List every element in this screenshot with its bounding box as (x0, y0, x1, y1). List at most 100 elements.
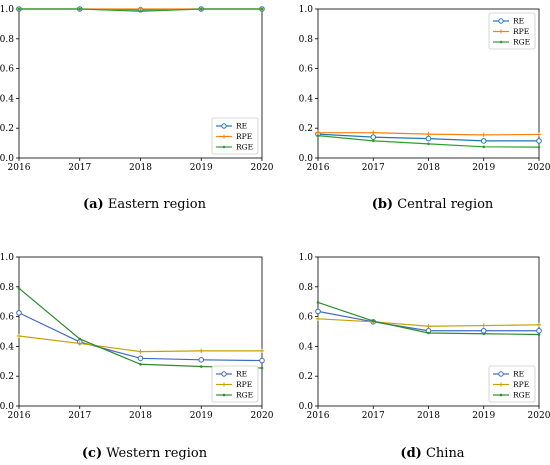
y-tick-label: 0.8 (0, 35, 14, 45)
data-point-rge (78, 7, 82, 11)
data-point-re (370, 134, 377, 140)
data-point-re (480, 138, 487, 144)
legend-label: RE (236, 370, 247, 379)
data-point-rge (537, 145, 541, 149)
data-point-re (425, 135, 432, 142)
chart-panel-1: 2016 2017 2018 2019 2020 0.0 0.2 0.4 0.6 0.8 1.0 RE… (0, 5, 274, 212)
legend-label: RPE (236, 132, 252, 141)
legend-label: RE (236, 122, 247, 131)
x-tick-label: 2018 (129, 411, 152, 421)
x-tick-label: 2020 (251, 163, 274, 173)
y-tick-label: 0.8 (0, 283, 14, 293)
legend-marker-rge (499, 393, 503, 397)
y-tick-label: 0.4 (0, 342, 14, 352)
x-tick-label: 2019 (190, 411, 213, 421)
legend-label: RPE (513, 27, 529, 36)
data-point-re (536, 138, 542, 144)
data-point-rge (17, 286, 21, 290)
y-tick-label: 0.4 (299, 94, 314, 104)
data-point-rge (371, 139, 375, 143)
y-tick-label: 0.2 (0, 124, 14, 134)
y-tick-label: 0.6 (0, 313, 14, 323)
y-tick-label: 1.0 (299, 5, 314, 15)
x-tick-label: 2017 (362, 411, 385, 421)
legend-marker-rge (499, 40, 503, 44)
data-point-re (16, 310, 22, 316)
y-tick-label: 0.6 (299, 65, 314, 75)
panel-caption: (a) Eastern region (83, 197, 207, 212)
data-point-re (315, 308, 321, 315)
data-point-rge (199, 365, 203, 368)
panel-caption: (c) Western region (82, 446, 208, 461)
x-tick-label: 2020 (251, 411, 274, 421)
legend-marker-re (498, 18, 504, 24)
y-tick-label: 0.0 (299, 154, 314, 164)
data-point-rge (427, 142, 430, 146)
x-tick-label: 2018 (417, 411, 440, 421)
x-tick-label: 2017 (362, 163, 385, 173)
legend-marker-rge (222, 145, 226, 149)
chart-panel-2: 2016 2017 2018 2019 2020 0.0 0.2 0.4 0.6 0.8 1.0 RE… (299, 5, 550, 212)
chart-panel-3: 2016 2017 2018 2019 2020 0.0 0.2 0.4 0.6 0.8 1.0 RE… (0, 253, 274, 461)
y-tick-label: 0.2 (299, 124, 313, 134)
data-point-rge (482, 145, 486, 149)
y-tick-label: 1.0 (299, 253, 314, 263)
data-point-re (259, 357, 265, 364)
data-point-rge (260, 7, 264, 11)
y-tick-label: 1.0 (0, 5, 14, 15)
y-tick-label: 0.4 (0, 94, 14, 104)
y-tick-label: 1.0 (0, 253, 14, 263)
data-point-rge (371, 319, 375, 323)
x-tick-label: 2016 (8, 163, 31, 173)
x-tick-label: 2017 (68, 411, 91, 421)
y-tick-label: 0.8 (299, 283, 314, 293)
x-tick-label: 2020 (528, 411, 550, 421)
data-point-rge (316, 134, 320, 137)
series-line-rpe (18, 335, 262, 353)
x-tick-label: 2016 (307, 163, 330, 173)
x-tick-label: 2019 (472, 411, 495, 421)
legend-label: RGE (513, 391, 530, 400)
legend-label: RPE (513, 380, 529, 389)
legend-marker-rge (222, 393, 226, 397)
chart-panel-4: 2016 2017 2018 2019 2020 0.0 0.2 0.4 0.6 0.8 1.0 RE… (299, 253, 550, 461)
x-tick-label: 2018 (417, 163, 440, 173)
data-point-rge (139, 9, 142, 13)
legend-label: RPE (236, 380, 252, 389)
legend-marker-re (221, 371, 227, 377)
x-tick-label: 2020 (528, 163, 550, 173)
y-tick-label: 0.2 (0, 372, 14, 382)
data-point-rge (17, 7, 21, 11)
x-tick-label: 2018 (129, 163, 152, 173)
y-tick-label: 0.6 (0, 65, 14, 75)
data-point-re (480, 327, 487, 334)
y-tick-label: 0.4 (299, 342, 314, 352)
legend-label: RGE (513, 38, 530, 47)
y-tick-label: 0.6 (299, 313, 314, 323)
y-tick-label: 0.0 (0, 154, 14, 164)
data-point-rge (260, 366, 264, 370)
x-tick-label: 2019 (190, 163, 213, 173)
panel-caption: (d) China (400, 446, 464, 461)
x-tick-label: 2016 (8, 411, 31, 421)
x-tick-label: 2016 (307, 411, 330, 421)
y-tick-label: 0.8 (299, 35, 314, 45)
data-point-rge (482, 332, 486, 336)
legend-label: RE (513, 17, 524, 26)
data-point-re (536, 327, 542, 334)
legend-label: RGE (236, 391, 253, 400)
data-point-rge (78, 337, 82, 341)
panel-caption: (b) Central region (372, 197, 494, 212)
x-tick-label: 2017 (68, 163, 91, 173)
data-point-rge (199, 7, 203, 11)
data-point-re (137, 355, 144, 362)
legend-label: RE (513, 370, 524, 379)
legend-label: RGE (236, 143, 253, 152)
legend-marker-re (221, 123, 227, 129)
x-tick-label: 2019 (472, 163, 495, 173)
